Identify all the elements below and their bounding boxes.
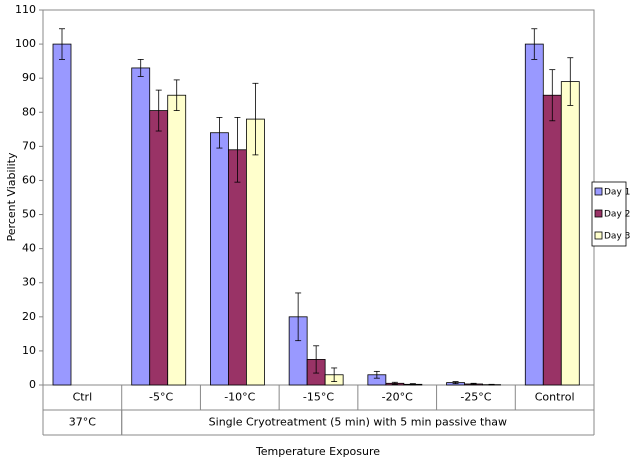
y-tick-label: 90 bbox=[22, 71, 36, 84]
bar bbox=[210, 132, 229, 386]
error-bar bbox=[295, 292, 302, 342]
error-bar bbox=[252, 82, 259, 156]
bar bbox=[52, 43, 72, 386]
group-label: 37°C bbox=[69, 416, 96, 429]
bar bbox=[246, 118, 265, 386]
error-bar bbox=[391, 381, 398, 385]
x-tick-label: Ctrl bbox=[73, 391, 93, 404]
bar bbox=[228, 149, 247, 386]
error-bar bbox=[531, 28, 538, 60]
plot-area bbox=[42, 9, 595, 386]
y-tick-label: 110 bbox=[15, 3, 36, 16]
y-tick-label: 80 bbox=[22, 105, 36, 118]
legend-swatch bbox=[594, 231, 603, 240]
bar bbox=[542, 94, 562, 386]
y-tick-label: 10 bbox=[22, 344, 36, 357]
y-tick-label: 100 bbox=[15, 37, 36, 50]
bar bbox=[167, 94, 187, 386]
x-tick-label: -5°C bbox=[149, 391, 173, 404]
error-bar bbox=[173, 79, 180, 111]
x-tick-label: Control bbox=[535, 391, 575, 404]
y-tick-label: 40 bbox=[22, 242, 36, 255]
legend-label: Day 2 bbox=[604, 210, 630, 220]
legend-label: Day 1 bbox=[604, 188, 630, 198]
bar bbox=[131, 67, 151, 386]
bar bbox=[524, 43, 544, 386]
y-axis-title: Percent Viability bbox=[5, 152, 18, 241]
error-bar bbox=[409, 383, 416, 386]
x-tick-label: -15°C bbox=[303, 391, 334, 404]
error-bar bbox=[331, 367, 338, 382]
legend-swatch bbox=[594, 187, 603, 196]
x-tick-label: -10°C bbox=[224, 391, 255, 404]
y-tick-label: 70 bbox=[22, 139, 36, 152]
x-tick-label: -20°C bbox=[382, 391, 413, 404]
y-tick-label: 20 bbox=[22, 310, 36, 323]
error-bar bbox=[216, 116, 223, 149]
error-bar bbox=[155, 89, 162, 132]
error-bar bbox=[452, 381, 459, 385]
y-tick-label: 50 bbox=[22, 208, 36, 221]
error-bar bbox=[59, 28, 65, 60]
error-bar bbox=[313, 345, 320, 374]
error-bar bbox=[549, 69, 556, 122]
x-axis-title: Temperature Exposure bbox=[255, 445, 380, 458]
error-bar bbox=[470, 382, 477, 386]
y-tick-label: 0 bbox=[29, 378, 36, 391]
error-bar bbox=[137, 59, 144, 77]
error-bar bbox=[567, 57, 574, 106]
legend-swatch bbox=[594, 209, 603, 218]
error-bar bbox=[373, 370, 380, 379]
group-label: Single Cryotreatment (5 min) with 5 min … bbox=[209, 416, 507, 429]
y-tick-label: 30 bbox=[22, 276, 36, 289]
error-bar bbox=[488, 383, 495, 386]
error-bar bbox=[234, 116, 241, 183]
x-tick-label: -25°C bbox=[460, 391, 491, 404]
bar bbox=[149, 110, 169, 386]
y-tick-label: 60 bbox=[22, 173, 36, 186]
legend-label: Day 3 bbox=[604, 232, 630, 242]
bar bbox=[560, 81, 580, 386]
